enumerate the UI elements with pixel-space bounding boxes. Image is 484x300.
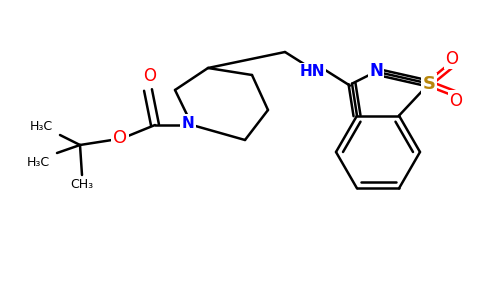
- Text: O: O: [113, 129, 127, 147]
- Text: O: O: [143, 67, 156, 85]
- Text: H₃C: H₃C: [27, 155, 50, 169]
- Text: N: N: [182, 116, 195, 130]
- Text: O: O: [445, 50, 458, 68]
- Text: N: N: [369, 61, 383, 80]
- Text: S: S: [423, 75, 436, 93]
- Text: CH₃: CH₃: [71, 178, 93, 190]
- Text: HN: HN: [299, 64, 325, 80]
- Text: O: O: [450, 92, 463, 110]
- Text: H₃C: H₃C: [30, 119, 53, 133]
